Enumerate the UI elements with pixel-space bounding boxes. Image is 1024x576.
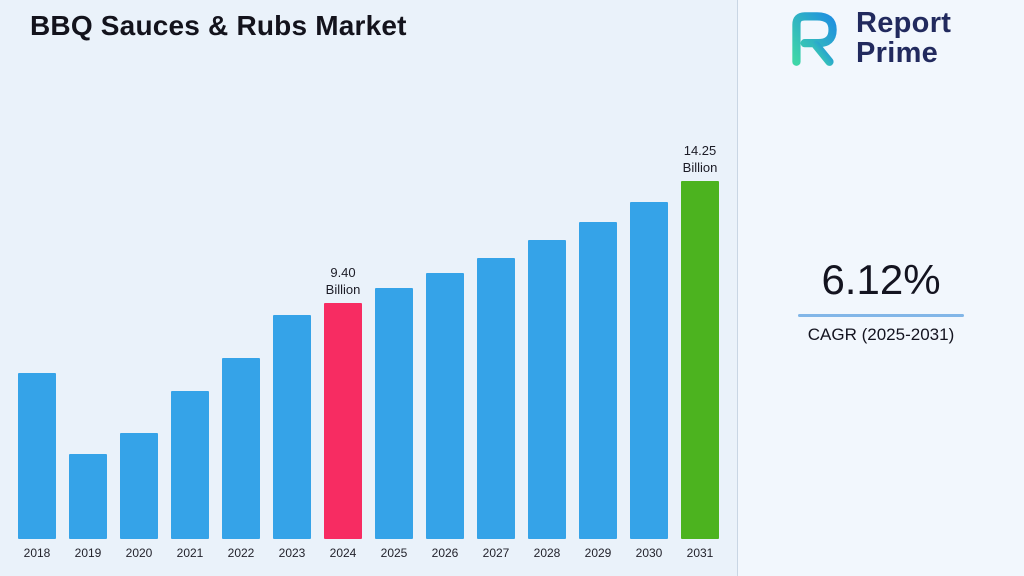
cagr-block: 6.12% CAGR (2025-2031): [738, 256, 1024, 345]
bar-2021: [171, 391, 209, 539]
x-axis-label-2022: 2022: [227, 546, 255, 560]
bar-2031: [681, 181, 719, 539]
x-axis-label-2024: 2024: [329, 546, 357, 560]
bar-column-2019: 2019: [69, 454, 107, 560]
bar-column-2022: 2022: [222, 358, 260, 560]
cagr-label: CAGR (2025-2031): [807, 325, 955, 344]
bar-2024: [324, 303, 362, 539]
panel-divider: [737, 0, 738, 576]
bar-value-label-2024: 9.40 Billion: [325, 264, 361, 297]
bar-2023: [273, 315, 311, 539]
bar-2018: [18, 373, 56, 539]
x-axis-label-2030: 2030: [635, 546, 663, 560]
x-axis-label-2019: 2019: [74, 546, 102, 560]
x-axis-label-2026: 2026: [431, 546, 459, 560]
x-axis-label-2020: 2020: [125, 546, 153, 560]
x-axis-label-2028: 2028: [533, 546, 561, 560]
bar-column-2023: 2023: [273, 315, 311, 560]
x-axis-label-2029: 2029: [584, 546, 612, 560]
x-axis-label-2031: 2031: [686, 546, 714, 560]
cagr-value: 6.12%: [821, 256, 941, 303]
bar-chart: 2018 2019 2020 2021 2022 2023 9.40 Billion 2024 2…: [18, 142, 719, 560]
bar-column-2030: 2030: [630, 202, 668, 560]
x-axis-label-2021: 2021: [176, 546, 204, 560]
bar-column-2021: 2021: [171, 391, 209, 560]
bar-2027: [477, 258, 515, 539]
bar-column-2027: 2027: [477, 258, 515, 560]
cagr-underline: [798, 314, 964, 317]
bar-2026: [426, 273, 464, 539]
logo: Report Prime: [782, 8, 951, 69]
bar-2025: [375, 288, 413, 539]
logo-text-prime: Prime: [856, 37, 939, 70]
bar-2020: [120, 433, 158, 539]
bar-column-2026: 2026: [426, 273, 464, 560]
x-axis-label-2023: 2023: [278, 546, 306, 560]
bar-2019: [69, 454, 107, 539]
bar-column-2024: 9.40 Billion 2024: [324, 264, 362, 560]
x-axis-label-2025: 2025: [380, 546, 408, 560]
bar-column-2029: 2029: [579, 222, 617, 560]
page-title: BBQ Sauces & Rubs Market: [30, 10, 407, 41]
x-axis-label-2027: 2027: [482, 546, 510, 560]
x-axis-label-2018: 2018: [23, 546, 51, 560]
bar-column-2020: 2020: [120, 433, 158, 560]
bar-value-label-2031: 14.25 Billion: [682, 142, 718, 175]
report-prime-logo-icon: [792, 12, 837, 67]
bar-2030: [630, 202, 668, 539]
bar-column-2028: 2028: [528, 240, 566, 560]
right-panel: Report Prime 6.12% CAGR (2025-2031): [738, 0, 1024, 576]
logo-text-report: Report: [856, 7, 952, 39]
bar-2022: [222, 358, 260, 539]
bar-2029: [579, 222, 617, 539]
bar-2028: [528, 240, 566, 539]
bar-column-2031: 14.25 Billion 2031: [681, 142, 719, 560]
logo-text: Report Prime: [856, 8, 951, 69]
bar-column-2018: 2018: [18, 373, 56, 560]
bar-column-2025: 2025: [375, 288, 413, 560]
